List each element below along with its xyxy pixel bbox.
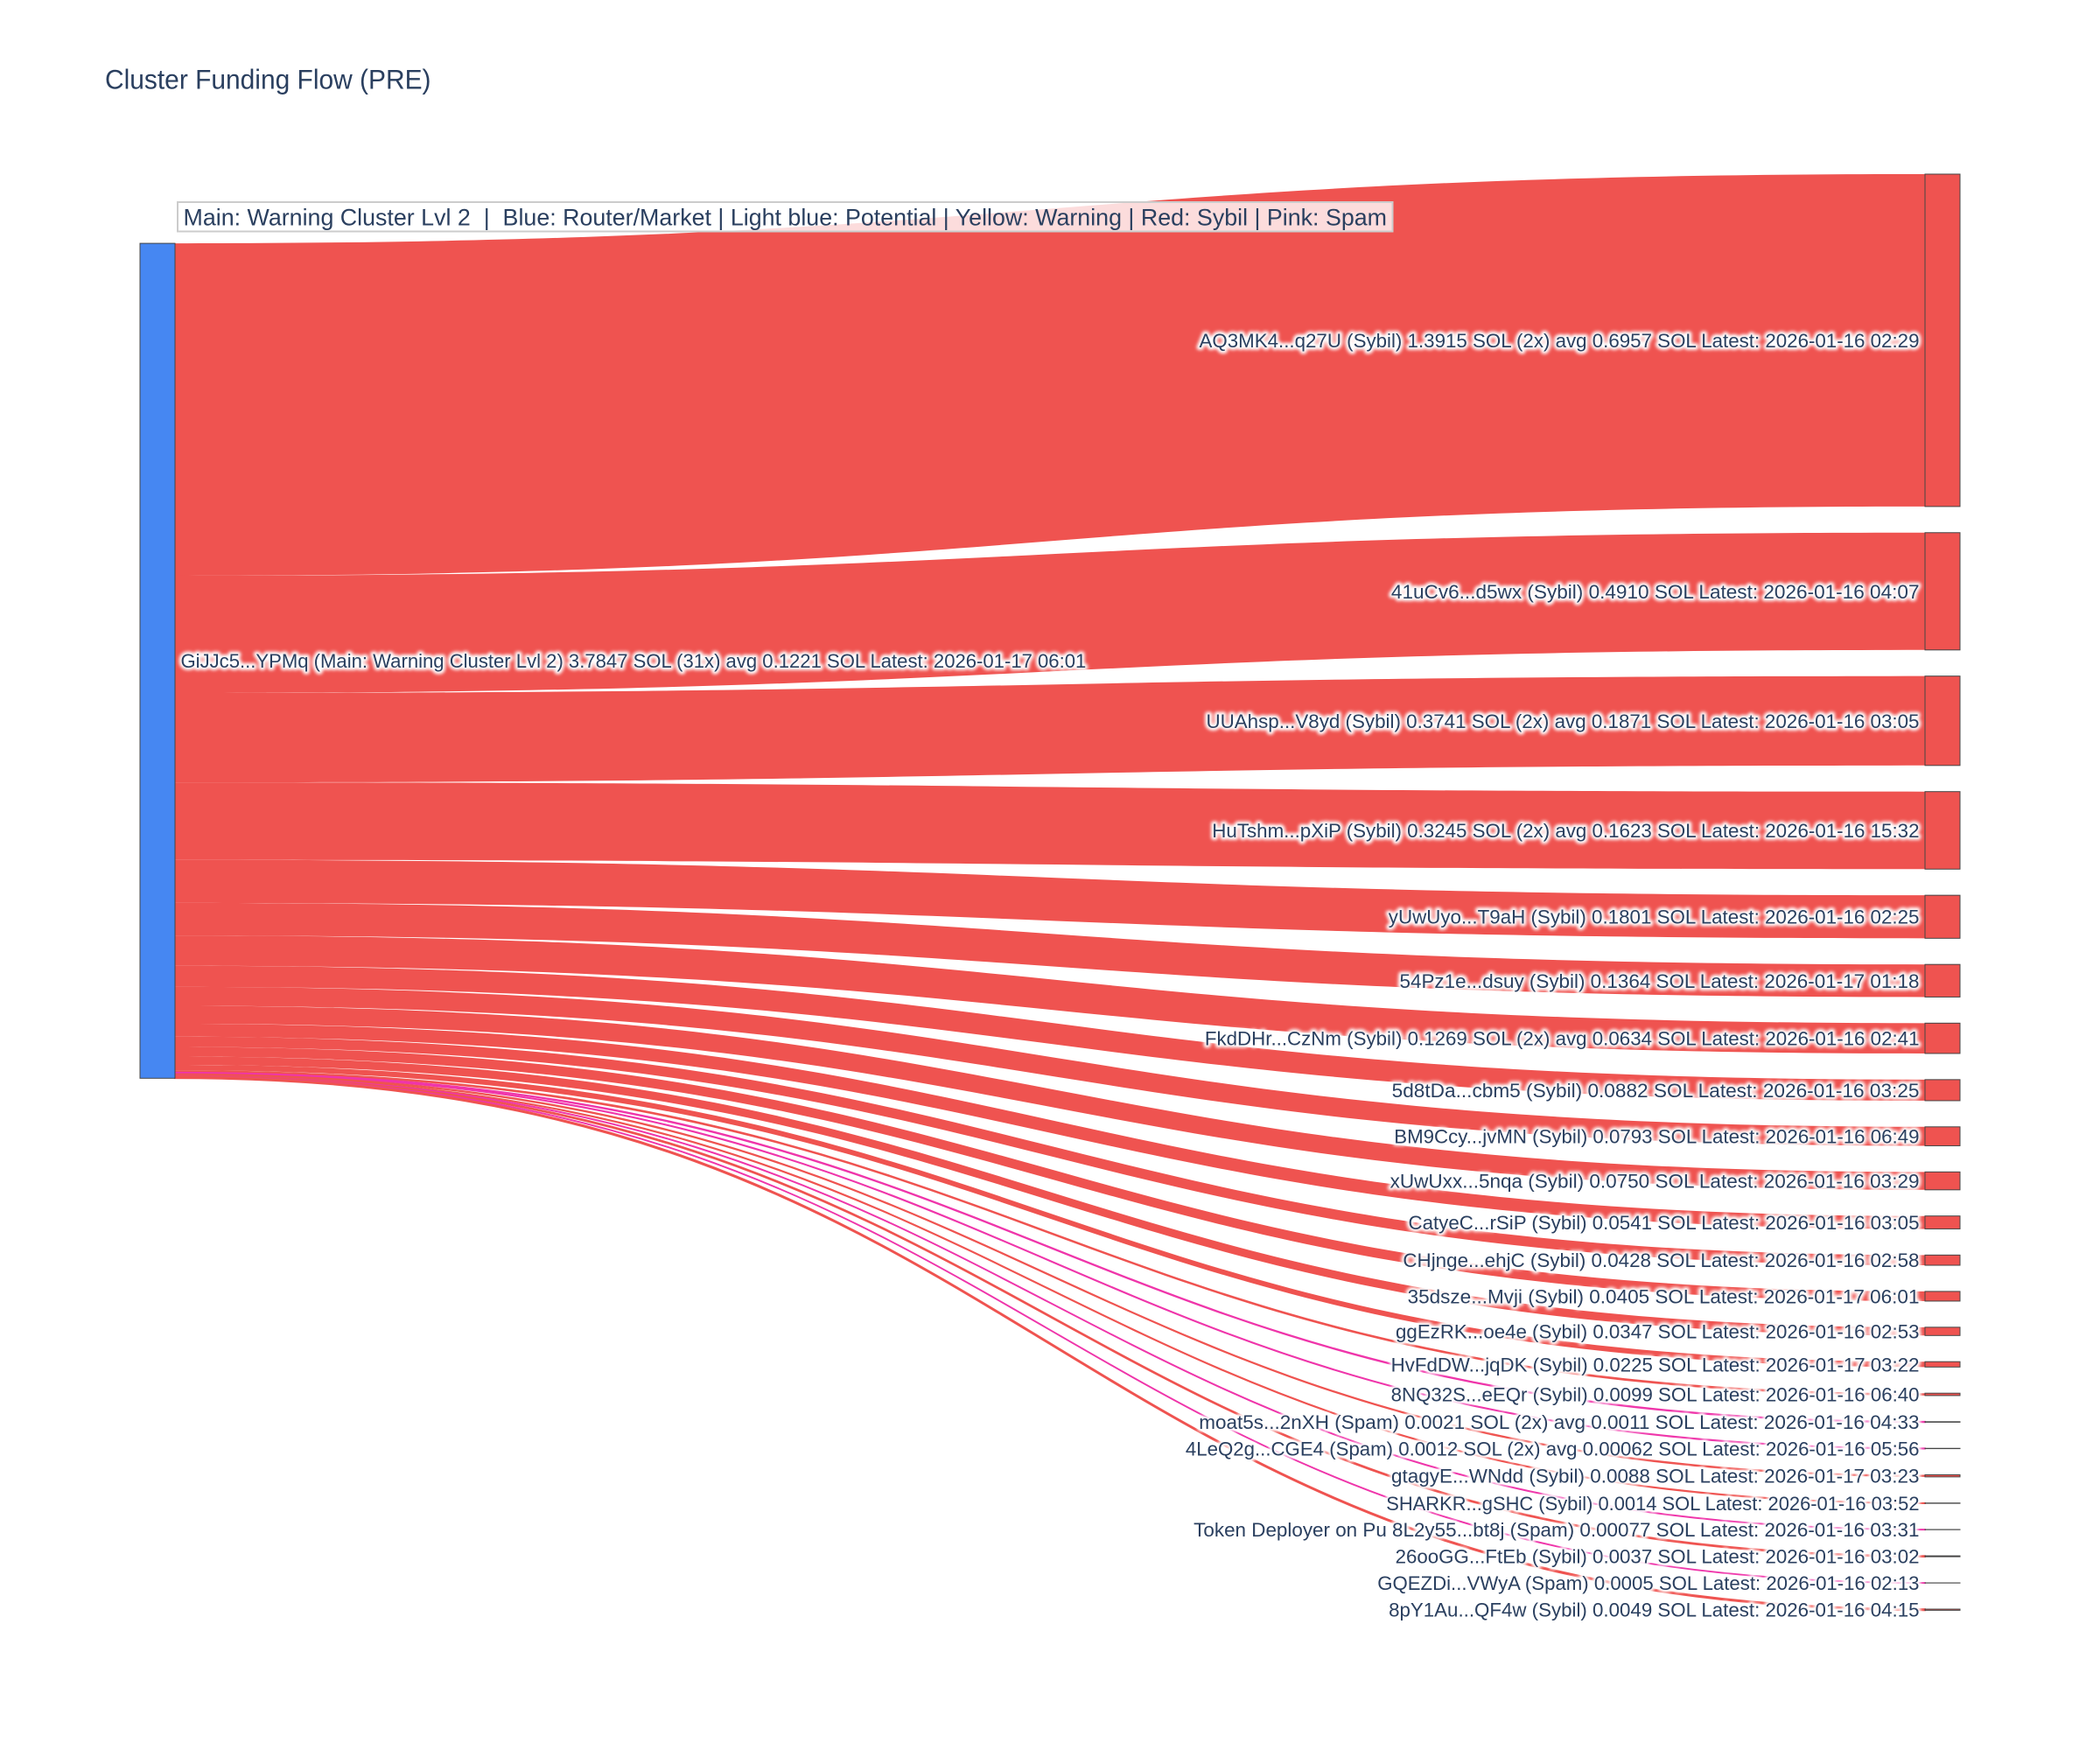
svg-text:8NQ32S...eEQr (Sybil) 0.0099 S: 8NQ32S...eEQr (Sybil) 0.0099 SOL Latest:… [1391, 1384, 1920, 1406]
svg-text:26ooGG...FtEb (Sybil) 0.0037 S: 26ooGG...FtEb (Sybil) 0.0037 SOL Latest:… [1396, 1546, 1920, 1568]
svg-text:SHARKR...gSHC (Sybil) 0.0014 S: SHARKR...gSHC (Sybil) 0.0014 SOL Latest:… [1386, 1493, 1919, 1515]
svg-text:4LeQ2g...CGE4 (Spam) 0.0012 SO: 4LeQ2g...CGE4 (Spam) 0.0012 SOL (2x) avg… [1186, 1438, 1920, 1460]
svg-text:HvFdDW...jqDK (Sybil) 0.0225 S: HvFdDW...jqDK (Sybil) 0.0225 SOL Latest:… [1391, 1354, 1920, 1376]
svg-text:HuTshm...pXiP (Sybil) 0.3245 S: HuTshm...pXiP (Sybil) 0.3245 SOL (2x) av… [1212, 820, 1919, 842]
svg-text:Main: Warning Cluster Lvl 2 |: Main: Warning Cluster Lvl 2 | Blue: Rout… [184, 204, 1388, 230]
svg-text:GQEZDi...VWyA (Spam) 0.0005 SO: GQEZDi...VWyA (Spam) 0.0005 SOL Latest: … [1377, 1572, 1919, 1594]
svg-text:gtagyE...WNdd (Sybil) 0.0088 S: gtagyE...WNdd (Sybil) 0.0088 SOL Latest:… [1391, 1466, 1919, 1488]
svg-text:CHjnge...ehjC (Sybil) 0.0428 S: CHjnge...ehjC (Sybil) 0.0428 SOL Latest:… [1403, 1250, 1919, 1271]
svg-text:BM9Ccy...jvMN (Sybil) 0.0793 S: BM9Ccy...jvMN (Sybil) 0.0793 SOL Latest:… [1394, 1126, 1919, 1148]
svg-text:54Pz1e...dsuy (Sybil) 0.1364 S: 54Pz1e...dsuy (Sybil) 0.1364 SOL Latest:… [1400, 970, 1920, 992]
svg-text:54Pz1e...dsuy (Sybil) 0.1364 S: 54Pz1e...dsuy (Sybil) 0.1364 SOL Latest:… [1400, 970, 1920, 992]
svg-text:GQEZDi...VWyA (Spam) 0.0005 SO: GQEZDi...VWyA (Spam) 0.0005 SOL Latest: … [1377, 1572, 1919, 1594]
svg-text:xUwUxx...5nqa (Sybil) 0.0750 S: xUwUxx...5nqa (Sybil) 0.0750 SOL Latest:… [1390, 1171, 1920, 1193]
svg-text:8NQ32S...eEQr (Sybil) 0.0099 S: 8NQ32S...eEQr (Sybil) 0.0099 SOL Latest:… [1391, 1384, 1920, 1406]
svg-text:AQ3MK4...q27U (Sybil) 1.3915 S: AQ3MK4...q27U (Sybil) 1.3915 SOL (2x) av… [1200, 330, 1920, 352]
svg-text:Token Deployer on Pu 8L2y55...: Token Deployer on Pu 8L2y55...bt8j (Spam… [1194, 1519, 1919, 1541]
svg-text:CatyeC...rSiP (Sybil) 0.0541 S: CatyeC...rSiP (Sybil) 0.0541 SOL Latest:… [1408, 1212, 1919, 1234]
svg-text:AQ3MK4...q27U (Sybil) 1.3915 S: AQ3MK4...q27U (Sybil) 1.3915 SOL (2x) av… [1200, 330, 1920, 352]
svg-text:ggEzRK...oe4e (Sybil) 0.0347 S: ggEzRK...oe4e (Sybil) 0.0347 SOL Latest:… [1396, 1321, 1919, 1343]
svg-text:ggEzRK...oe4e (Sybil) 0.0347 S: ggEzRK...oe4e (Sybil) 0.0347 SOL Latest:… [1396, 1321, 1919, 1343]
svg-text:moat5s...2nXH (Spam) 0.0021 SO: moat5s...2nXH (Spam) 0.0021 SOL (2x) avg… [1199, 1411, 1919, 1433]
svg-text:gtagyE...WNdd (Sybil) 0.0088 S: gtagyE...WNdd (Sybil) 0.0088 SOL Latest:… [1391, 1466, 1919, 1488]
svg-text:CHjnge...ehjC (Sybil) 0.0428 S: CHjnge...ehjC (Sybil) 0.0428 SOL Latest:… [1403, 1250, 1919, 1271]
svg-text:8pY1Au...QF4w (Sybil) 0.0049 S: 8pY1Au...QF4w (Sybil) 0.0049 SOL Latest:… [1389, 1600, 1919, 1621]
svg-text:5d8tDa...cbm5 (Sybil) 0.0882 S: 5d8tDa...cbm5 (Sybil) 0.0882 SOL Latest:… [1392, 1080, 1920, 1102]
svg-text:moat5s...2nXH (Spam) 0.0021 SO: moat5s...2nXH (Spam) 0.0021 SOL (2x) avg… [1199, 1411, 1919, 1433]
svg-text:yUwUyo...T9aH (Sybil) 0.1801 S: yUwUyo...T9aH (Sybil) 0.1801 SOL Latest:… [1389, 906, 1920, 928]
svg-text:xUwUxx...5nqa (Sybil) 0.0750 S: xUwUxx...5nqa (Sybil) 0.0750 SOL Latest:… [1390, 1171, 1920, 1193]
svg-text:26ooGG...FtEb (Sybil) 0.0037 S: 26ooGG...FtEb (Sybil) 0.0037 SOL Latest:… [1396, 1546, 1920, 1568]
svg-text:HuTshm...pXiP (Sybil) 0.3245 S: HuTshm...pXiP (Sybil) 0.3245 SOL (2x) av… [1212, 820, 1919, 842]
svg-text:UUAhsp...V8yd (Sybil) 0.3741 S: UUAhsp...V8yd (Sybil) 0.3741 SOL (2x) av… [1206, 710, 1919, 732]
svg-text:GiJJc5...YPMq (Main: Warning C: GiJJc5...YPMq (Main: Warning Cluster Lvl… [181, 650, 1087, 672]
svg-text:35dsze...Mvji (Sybil) 0.0405 S: 35dsze...Mvji (Sybil) 0.0405 SOL Latest:… [1408, 1285, 1920, 1307]
svg-text:UUAhsp...V8yd (Sybil) 0.3741 S: UUAhsp...V8yd (Sybil) 0.3741 SOL (2x) av… [1206, 710, 1919, 732]
svg-text:HvFdDW...jqDK (Sybil) 0.0225 S: HvFdDW...jqDK (Sybil) 0.0225 SOL Latest:… [1391, 1354, 1920, 1376]
svg-text:GiJJc5...YPMq (Main: Warning C: GiJJc5...YPMq (Main: Warning Cluster Lvl… [181, 650, 1087, 672]
svg-text:41uCv6...d5wx (Sybil) 0.4910 S: 41uCv6...d5wx (Sybil) 0.4910 SOL Latest:… [1391, 581, 1920, 603]
svg-text:BM9Ccy...jvMN (Sybil) 0.0793 S: BM9Ccy...jvMN (Sybil) 0.0793 SOL Latest:… [1394, 1126, 1919, 1148]
svg-text:5d8tDa...cbm5 (Sybil) 0.0882 S: 5d8tDa...cbm5 (Sybil) 0.0882 SOL Latest:… [1392, 1080, 1920, 1102]
svg-text:8pY1Au...QF4w (Sybil) 0.0049 S: 8pY1Au...QF4w (Sybil) 0.0049 SOL Latest:… [1389, 1600, 1919, 1621]
svg-text:FkdDHr...CzNm (Sybil) 0.1269 S: FkdDHr...CzNm (Sybil) 0.1269 SOL (2x) av… [1205, 1028, 1920, 1050]
svg-text:4LeQ2g...CGE4 (Spam) 0.0012 SO: 4LeQ2g...CGE4 (Spam) 0.0012 SOL (2x) avg… [1186, 1438, 1920, 1460]
svg-text:35dsze...Mvji (Sybil) 0.0405 S: 35dsze...Mvji (Sybil) 0.0405 SOL Latest:… [1408, 1285, 1920, 1307]
svg-text:FkdDHr...CzNm (Sybil) 0.1269 S: FkdDHr...CzNm (Sybil) 0.1269 SOL (2x) av… [1205, 1028, 1920, 1050]
svg-text:Cluster Funding Flow (PRE): Cluster Funding Flow (PRE) [105, 63, 431, 94]
svg-text:41uCv6...d5wx (Sybil) 0.4910 S: 41uCv6...d5wx (Sybil) 0.4910 SOL Latest:… [1391, 581, 1920, 603]
svg-text:CatyeC...rSiP (Sybil) 0.0541 S: CatyeC...rSiP (Sybil) 0.0541 SOL Latest:… [1408, 1212, 1919, 1234]
svg-text:Token Deployer on Pu 8L2y55...: Token Deployer on Pu 8L2y55...bt8j (Spam… [1194, 1519, 1919, 1541]
svg-text:yUwUyo...T9aH (Sybil) 0.1801 S: yUwUyo...T9aH (Sybil) 0.1801 SOL Latest:… [1389, 906, 1920, 928]
svg-text:SHARKR...gSHC (Sybil) 0.0014 S: SHARKR...gSHC (Sybil) 0.0014 SOL Latest:… [1386, 1493, 1919, 1515]
